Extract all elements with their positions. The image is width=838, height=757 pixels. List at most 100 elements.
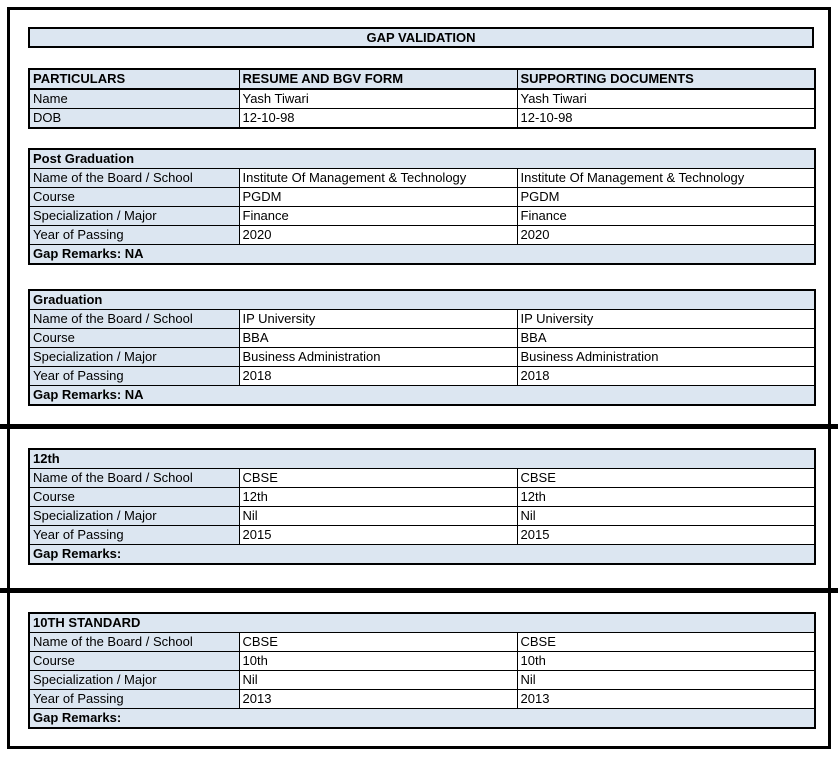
field-label: Course <box>28 328 240 348</box>
field-label: Name of the Board / School <box>28 468 240 488</box>
supporting-value: Nil <box>516 506 816 526</box>
field-row: Year of Passing 2013 2013 <box>28 689 816 709</box>
field-row: Year of Passing 2015 2015 <box>28 525 816 545</box>
gap-remarks: Gap Remarks: <box>28 544 816 565</box>
field-row: Specialization / Major Nil Nil <box>28 670 816 690</box>
field-row: Course 12th 12th <box>28 487 816 507</box>
resume-value: 10th <box>238 651 518 671</box>
field-label: Name of the Board / School <box>28 309 240 329</box>
gap-remarks-row: Gap Remarks: <box>28 708 816 729</box>
resume-value: PGDM <box>238 187 518 207</box>
field-label: Course <box>28 487 240 507</box>
field-row: Specialization / Major Finance Finance <box>28 206 816 226</box>
field-row: Year of Passing 2020 2020 <box>28 225 816 245</box>
resume-value: BBA <box>238 328 518 348</box>
resume-value: Nil <box>238 670 518 690</box>
field-label: Year of Passing <box>28 689 240 709</box>
supporting-value: 2013 <box>516 689 816 709</box>
resume-value: CBSE <box>238 468 518 488</box>
field-row: Name of the Board / School Institute Of … <box>28 168 816 188</box>
gap-remarks-row: Gap Remarks: <box>28 544 816 565</box>
field-label: Specialization / Major <box>28 206 240 226</box>
section-divider <box>0 424 838 429</box>
gap-remarks: Gap Remarks: NA <box>28 385 816 406</box>
resume-value: 12th <box>238 487 518 507</box>
section-title: 12th <box>28 448 816 469</box>
supporting-value: CBSE <box>516 468 816 488</box>
section-title: 10TH STANDARD <box>28 612 816 633</box>
field-row: Specialization / Major Business Administ… <box>28 347 816 367</box>
field-label: Course <box>28 651 240 671</box>
resume-value: IP University <box>238 309 518 329</box>
particulars-row-name: Name Yash Tiwari Yash Tiwari <box>28 88 816 109</box>
column-header-supporting: SUPPORTING DOCUMENTS <box>516 68 816 90</box>
resume-value: 2018 <box>238 366 518 386</box>
supporting-value: Finance <box>516 206 816 226</box>
section-title: Post Graduation <box>28 148 816 169</box>
section-title-row: Graduation <box>28 289 816 310</box>
section-title-row: Post Graduation <box>28 148 816 169</box>
resume-value: Institute Of Management & Technology <box>238 168 518 188</box>
section-table-post-graduation: Post Graduation Name of the Board / Scho… <box>28 148 816 265</box>
field-label: Year of Passing <box>28 525 240 545</box>
field-label: Year of Passing <box>28 366 240 386</box>
supporting-value: Institute Of Management & Technology <box>516 168 816 188</box>
row-label: Name <box>28 88 240 109</box>
resume-value: Business Administration <box>238 347 518 367</box>
field-row: Name of the Board / School IP University… <box>28 309 816 329</box>
supporting-value: 2018 <box>516 366 816 386</box>
section-title-row: 12th <box>28 448 816 469</box>
resume-value: 2013 <box>238 689 518 709</box>
supporting-value: 10th <box>516 651 816 671</box>
field-label: Name of the Board / School <box>28 168 240 188</box>
resume-value: CBSE <box>238 632 518 652</box>
document-title: GAP VALIDATION <box>28 27 814 48</box>
resume-value: 12-10-98 <box>238 108 518 129</box>
field-row: Course 10th 10th <box>28 651 816 671</box>
resume-value: Nil <box>238 506 518 526</box>
gap-remarks-row: Gap Remarks: NA <box>28 244 816 265</box>
field-row: Course PGDM PGDM <box>28 187 816 207</box>
field-row: Name of the Board / School CBSE CBSE <box>28 468 816 488</box>
column-header-resume: RESUME AND BGV FORM <box>238 68 518 90</box>
field-row: Year of Passing 2018 2018 <box>28 366 816 386</box>
supporting-value: IP University <box>516 309 816 329</box>
gap-remarks-row: Gap Remarks: NA <box>28 385 816 406</box>
column-header-particulars: PARTICULARS <box>28 68 240 90</box>
field-label: Specialization / Major <box>28 347 240 367</box>
resume-value: Yash Tiwari <box>238 88 518 109</box>
gap-remarks: Gap Remarks: NA <box>28 244 816 265</box>
section-divider <box>0 588 838 593</box>
particulars-header-row: PARTICULARS RESUME AND BGV FORM SUPPORTI… <box>28 68 816 90</box>
gap-remarks: Gap Remarks: <box>28 708 816 729</box>
supporting-value: Nil <box>516 670 816 690</box>
resume-value: 2020 <box>238 225 518 245</box>
section-title: Graduation <box>28 289 816 310</box>
resume-value: 2015 <box>238 525 518 545</box>
field-label: Course <box>28 187 240 207</box>
supporting-value: Yash Tiwari <box>516 88 816 109</box>
section-table-10th-standard: 10TH STANDARD Name of the Board / School… <box>28 612 817 729</box>
section-title-row: 10TH STANDARD <box>28 612 816 633</box>
supporting-value: CBSE <box>516 632 816 652</box>
field-label: Specialization / Major <box>28 670 240 690</box>
section-table-graduation: Graduation Name of the Board / School IP… <box>28 289 816 406</box>
supporting-value: 12th <box>516 487 816 507</box>
supporting-value: BBA <box>516 328 816 348</box>
field-label: Name of the Board / School <box>28 632 240 652</box>
section-table-12th: 12th Name of the Board / School CBSE CBS… <box>28 448 816 565</box>
supporting-value: Business Administration <box>516 347 816 367</box>
supporting-value: 2020 <box>516 225 816 245</box>
particulars-row-dob: DOB 12-10-98 12-10-98 <box>28 108 816 129</box>
field-row: Course BBA BBA <box>28 328 816 348</box>
supporting-value: 2015 <box>516 525 816 545</box>
row-label: DOB <box>28 108 240 129</box>
supporting-value: PGDM <box>516 187 816 207</box>
field-label: Specialization / Major <box>28 506 240 526</box>
resume-value: Finance <box>238 206 518 226</box>
field-row: Name of the Board / School CBSE CBSE <box>28 632 816 652</box>
particulars-table: PARTICULARS RESUME AND BGV FORM SUPPORTI… <box>28 68 816 129</box>
field-label: Year of Passing <box>28 225 240 245</box>
supporting-value: 12-10-98 <box>516 108 816 129</box>
